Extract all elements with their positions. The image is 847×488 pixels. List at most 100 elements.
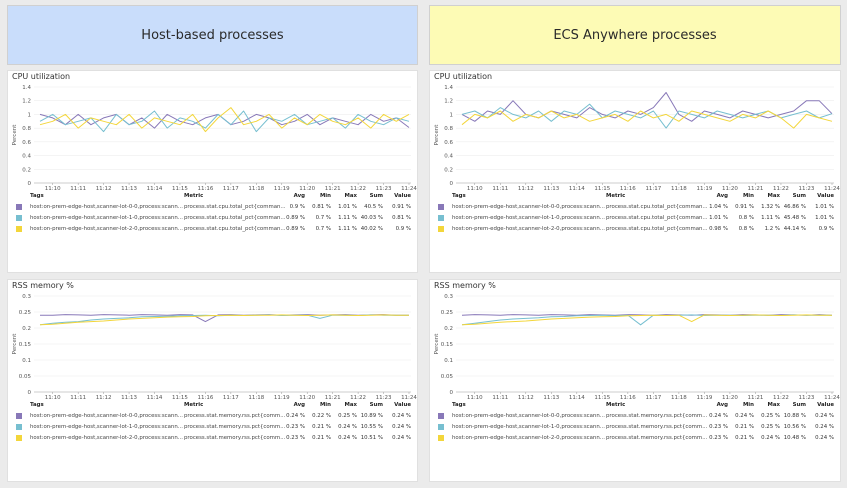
legend-cell-tag: host:on-prem-edge-host,scanner-lot-2-0,p…: [30, 226, 183, 232]
x-tick-label: 11:18: [671, 186, 687, 191]
series-color-swatch: [438, 424, 444, 430]
legend-column-header: Value: [394, 402, 411, 408]
panel-title: RSS memory %: [12, 281, 74, 290]
legend-cell-sum: 40.02 %: [360, 226, 383, 232]
legend-row[interactable]: host:on-prem-edge-host,scanner-lot-1-0,p…: [430, 422, 840, 432]
legend-column-header: Min: [319, 402, 331, 408]
series-line-0: [461, 92, 833, 122]
x-tick-label: 11:18: [248, 395, 264, 400]
legend-column-header: Min: [319, 193, 331, 199]
legend-cell-max: 1.11 %: [338, 215, 357, 221]
legend-row[interactable]: host:on-prem-edge-host,scanner-lot-0-0,p…: [8, 202, 417, 212]
legend-cell-max: 0.24 %: [338, 424, 357, 430]
legend-column-header: Tags: [452, 402, 466, 408]
panel-title: CPU utilization: [12, 72, 71, 81]
y-tick-label: 0.2: [22, 326, 31, 332]
legend-cell-min: 0.24 %: [735, 413, 754, 419]
x-tick-label: 11:13: [121, 186, 137, 191]
legend-column-header: Metric: [606, 402, 626, 408]
legend-header-row: Tags Metric Avg Min Max Sum Value: [430, 400, 840, 410]
series-line-1: [461, 314, 832, 326]
legend-cell-metric: process.stat.cpu.total_pct{comman...: [184, 204, 286, 210]
legend-cell-sum: 40.5 %: [364, 204, 383, 210]
series-color-swatch: [16, 435, 22, 441]
legend-row[interactable]: host:on-prem-edge-host,scanner-lot-2-0,p…: [8, 224, 417, 234]
legend-cell-value: 0.81 %: [392, 215, 411, 221]
legend-cell-tag: host:on-prem-edge-host,scanner-lot-2-0,p…: [452, 226, 605, 232]
legend-cell-avg: 0.9 %: [289, 204, 305, 210]
legend-cell-tag: host:on-prem-edge-host,scanner-lot-1-0,p…: [452, 424, 605, 430]
legend-cell-max: 0.24 %: [761, 435, 780, 441]
legend-column-header: Max: [344, 193, 357, 199]
legend-cell-value: 0.91 %: [392, 204, 411, 210]
legend-header-row: Tags Metric Avg Min Max Sum Value: [8, 400, 417, 410]
x-tick-label: 11:17: [645, 186, 661, 191]
legend-column-header: Metric: [184, 402, 204, 408]
legend-cell-min: 0.8 %: [738, 215, 754, 221]
line-chart: 0 0.2 0.4 0.6 0.8 1 1.2 1.4 Percent 11:10 11:11 11:…: [434, 85, 840, 191]
legend-cell-max: 1.01 %: [338, 204, 357, 210]
x-tick-label: 11:23: [799, 186, 815, 191]
legend-cell-sum: 40.03 %: [360, 215, 383, 221]
legend-cell-value: 0.24 %: [815, 413, 834, 419]
x-tick-label: 11:10: [45, 395, 61, 400]
y-tick-label: 0.25: [19, 310, 32, 316]
x-tick-label: 11:21: [748, 395, 764, 400]
x-tick-label: 11:22: [773, 186, 789, 191]
legend-column-header: Tags: [452, 193, 466, 199]
series-line-2: [461, 110, 833, 129]
x-tick-label: 11:12: [518, 186, 534, 191]
y-tick-label: 0.25: [441, 310, 454, 316]
legend-row[interactable]: host:on-prem-edge-host,scanner-lot-0-0,p…: [430, 411, 840, 421]
x-tick-label: 11:10: [467, 395, 483, 400]
legend-cell-tag: host:on-prem-edge-host,scanner-lot-0-0,p…: [30, 413, 183, 419]
legend-cell-metric: process.stat.memory.rss.pct{comm...: [606, 413, 708, 419]
line-chart: 0 0.2 0.4 0.6 0.8 1 1.2 1.4 Percent 11:10 11:11 11:…: [12, 85, 417, 191]
legend-header-row: Tags Metric Avg Min Max Sum Value: [430, 191, 840, 201]
x-tick-label: 11:17: [223, 395, 239, 400]
x-tick-label: 11:20: [722, 186, 738, 191]
legend-column-header: Min: [742, 193, 754, 199]
legend-cell-metric: process.stat.cpu.total_pct{comman...: [184, 215, 286, 221]
legend-cell-min: 0.7 %: [315, 215, 331, 221]
legend-row[interactable]: host:on-prem-edge-host,scanner-lot-0-0,p…: [430, 202, 840, 212]
legend-cell-tag: host:on-prem-edge-host,scanner-lot-1-0,p…: [30, 215, 183, 221]
x-tick-label: 11:11: [70, 186, 86, 191]
legend-row[interactable]: host:on-prem-edge-host,scanner-lot-1-0,p…: [8, 422, 417, 432]
legend-column-header: Value: [394, 193, 411, 199]
y-axis-label: Percent: [12, 333, 18, 355]
legend-row[interactable]: host:on-prem-edge-host,scanner-lot-2-0,p…: [430, 224, 840, 234]
legend-column-header: Value: [817, 193, 834, 199]
legend-row[interactable]: host:on-prem-edge-host,scanner-lot-0-0,p…: [8, 411, 417, 421]
legend-row[interactable]: host:on-prem-edge-host,scanner-lot-1-0,p…: [430, 213, 840, 223]
legend-row[interactable]: host:on-prem-edge-host,scanner-lot-2-0,p…: [430, 433, 840, 443]
x-tick-label: 11:15: [172, 395, 188, 400]
legend-row[interactable]: host:on-prem-edge-host,scanner-lot-1-0,p…: [8, 213, 417, 223]
legend-cell-max: 1.11 %: [761, 215, 780, 221]
legend-cell-min: 0.81 %: [312, 204, 331, 210]
x-tick-label: 11:24: [401, 395, 417, 400]
x-tick-label: 11:24: [401, 186, 417, 191]
legend-column-header: Max: [767, 193, 780, 199]
cpu-utilization-host-panel: CPU utilization 0 0.2 0.4 0.6 0.8 1 1.2 1.4 Perce…: [7, 70, 418, 273]
x-tick-label: 11:13: [121, 395, 137, 400]
legend-cell-metric: process.stat.memory.rss.pct{comm...: [184, 424, 286, 430]
x-tick-label: 11:13: [543, 395, 559, 400]
legend-cell-tag: host:on-prem-edge-host,scanner-lot-0-0,p…: [30, 204, 183, 210]
y-tick-label: 1.4: [22, 85, 31, 91]
legend-cell-value: 0.24 %: [815, 435, 834, 441]
legend-cell-max: 0.25 %: [761, 424, 780, 430]
x-tick-label: 11:10: [467, 186, 483, 191]
x-tick-label: 11:22: [350, 186, 366, 191]
x-tick-label: 11:16: [620, 395, 636, 400]
series-color-swatch: [438, 413, 444, 419]
legend-column-header: Avg: [293, 402, 305, 408]
y-tick-label: 1.4: [444, 85, 453, 91]
series-line-2: [39, 107, 410, 133]
x-tick-label: 11:11: [492, 186, 508, 191]
legend-row[interactable]: host:on-prem-edge-host,scanner-lot-2-0,p…: [8, 433, 417, 443]
legend-cell-value: 0.9 %: [395, 226, 411, 232]
legend-cell-min: 0.91 %: [735, 204, 754, 210]
legend-cell-metric: process.stat.cpu.total_pct{comman...: [606, 215, 708, 221]
x-tick-label: 11:17: [645, 395, 661, 400]
